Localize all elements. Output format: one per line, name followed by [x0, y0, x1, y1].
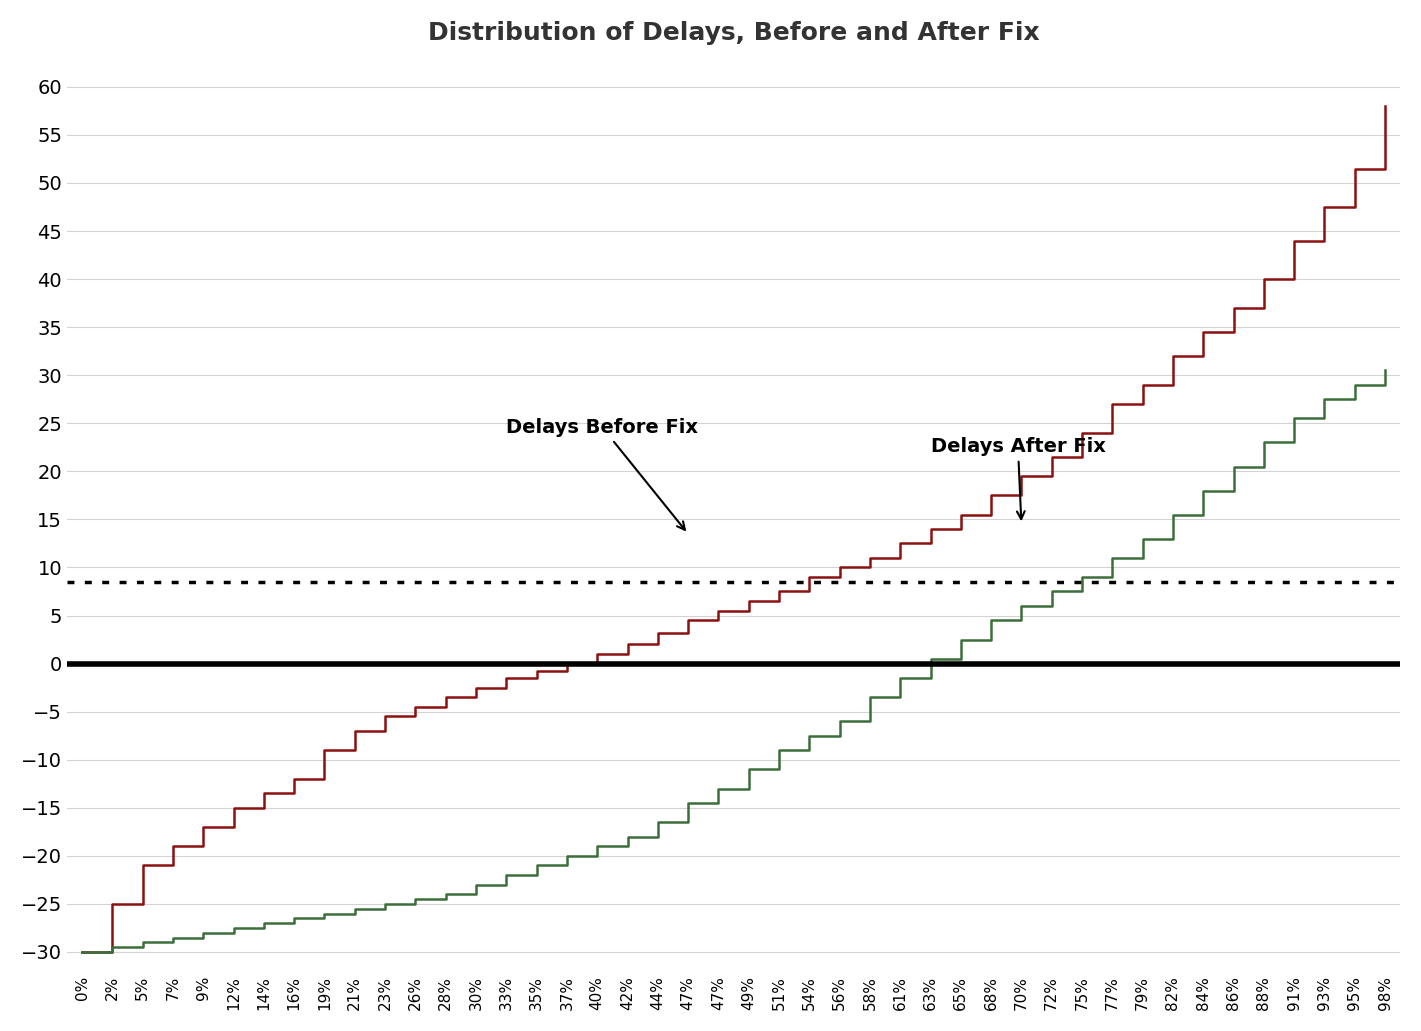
Title: Distribution of Delays, Before and After Fix: Distribution of Delays, Before and After…	[428, 21, 1039, 44]
Text: Delays After Fix: Delays After Fix	[931, 437, 1106, 519]
Text: Delays Before Fix: Delays Before Fix	[506, 418, 698, 530]
